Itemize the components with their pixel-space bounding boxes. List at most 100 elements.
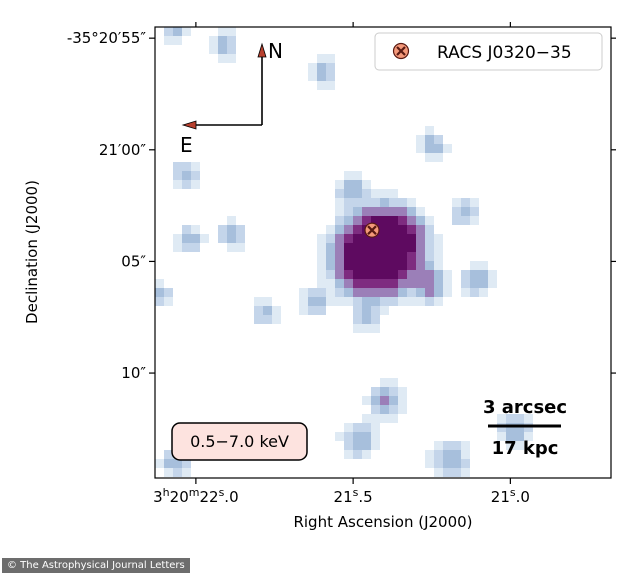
image-pixel [362, 396, 371, 405]
image-pixel [389, 387, 398, 396]
image-pixel [353, 243, 362, 252]
image-pixel [425, 459, 434, 468]
image-pixel [371, 234, 380, 243]
image-pixel [326, 243, 335, 252]
image-pixel [173, 459, 182, 468]
image-pixel [335, 234, 344, 243]
image-pixel [497, 414, 506, 423]
image-pixel [515, 441, 524, 450]
image-pixel [434, 153, 443, 162]
image-pixel [335, 297, 344, 306]
image-pixel [218, 54, 227, 63]
image-pixel [398, 252, 407, 261]
image-pixel [353, 207, 362, 216]
image-pixel [371, 324, 380, 333]
image-pixel [407, 225, 416, 234]
image-pixel [218, 36, 227, 45]
image-pixel [479, 261, 488, 270]
image-pixel [371, 243, 380, 252]
image-pixel [317, 234, 326, 243]
image-pixel [425, 234, 434, 243]
image-pixel [506, 441, 515, 450]
image-pixel [353, 252, 362, 261]
image-pixel [362, 198, 371, 207]
image-pixel [353, 441, 362, 450]
scale-bar-bottom-label: 17 kpc [492, 438, 559, 459]
image-pixel [371, 252, 380, 261]
image-pixel [362, 261, 371, 270]
image-pixel [335, 279, 344, 288]
image-pixel [461, 279, 470, 288]
image-pixel [398, 279, 407, 288]
image-pixel [344, 270, 353, 279]
image-pixel [461, 198, 470, 207]
image-pixel [425, 450, 434, 459]
image-pixel [344, 423, 353, 432]
image-pixel [434, 144, 443, 153]
image-pixel [389, 198, 398, 207]
compass-east-label: E [180, 133, 193, 157]
image-pixel [443, 144, 452, 153]
image-pixel [416, 261, 425, 270]
image-pixel [425, 252, 434, 261]
image-pixel [317, 252, 326, 261]
image-pixel [398, 243, 407, 252]
image-pixel [344, 288, 353, 297]
image-pixel [470, 198, 479, 207]
image-pixel [443, 270, 452, 279]
image-pixel [362, 450, 371, 459]
image-pixel [416, 135, 425, 144]
image-pixel [389, 225, 398, 234]
image-pixel [191, 234, 200, 243]
image-pixel [488, 279, 497, 288]
image-pixel [407, 270, 416, 279]
image-pixel [425, 216, 434, 225]
image-pixel [389, 414, 398, 423]
plot-frame [154, 26, 612, 479]
image-pixel [389, 378, 398, 387]
image-pixel [434, 279, 443, 288]
image-pixel [317, 270, 326, 279]
image-pixel [362, 315, 371, 324]
image-pixel [434, 459, 443, 468]
image-pixel [344, 198, 353, 207]
image-pixel [434, 288, 443, 297]
image-pixel [236, 234, 245, 243]
image-pixel [524, 432, 533, 441]
image-pixel [164, 297, 173, 306]
image-pixel [398, 396, 407, 405]
image-pixel [371, 387, 380, 396]
image-pixel [488, 270, 497, 279]
image-pixel [407, 198, 416, 207]
energy-band-label: 0.5−7.0 keV [190, 432, 289, 451]
image-pixel [272, 306, 281, 315]
image-pixel [164, 36, 173, 45]
image-pixel [317, 81, 326, 90]
image-pixel [335, 189, 344, 198]
image-pixel [389, 270, 398, 279]
image-pixel [173, 162, 182, 171]
y-tick-label: 05″ [121, 252, 146, 270]
image-pixel [362, 234, 371, 243]
image-pixel [461, 468, 470, 477]
image-pixel [407, 261, 416, 270]
image-pixel [227, 243, 236, 252]
image-pixel [353, 279, 362, 288]
image-pixel [371, 396, 380, 405]
image-pixel [461, 216, 470, 225]
image-pixel [353, 270, 362, 279]
image-pixel [371, 315, 380, 324]
image-pixel [209, 45, 218, 54]
image-pixel [218, 225, 227, 234]
image-pixel [398, 261, 407, 270]
image-pixel [353, 432, 362, 441]
image-pixel [308, 72, 317, 81]
source-marker [364, 222, 380, 238]
image-pixel [209, 36, 218, 45]
image-pixel [425, 225, 434, 234]
image-pixel [326, 225, 335, 234]
image-pixel [380, 414, 389, 423]
y-tick-label: 10″ [121, 364, 146, 382]
image-pixel [398, 198, 407, 207]
image-pixel [353, 216, 362, 225]
